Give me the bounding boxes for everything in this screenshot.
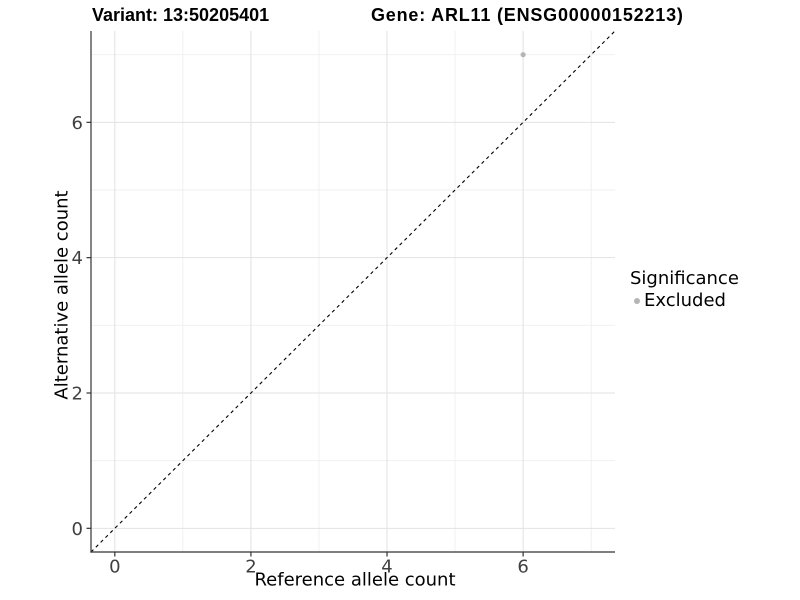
y-tick-label: 6 <box>72 113 83 134</box>
legend-item-label: Excluded <box>644 290 726 311</box>
legend: Significance Excluded <box>628 268 739 311</box>
x-axis-title: Reference allele count <box>254 569 456 591</box>
variant-title: Variant: 13:50205401 <box>92 5 270 25</box>
y-tick-label: 0 <box>72 519 83 540</box>
identity-line <box>90 30 616 553</box>
legend-point-icon <box>634 297 640 304</box>
gene-title: Gene: ARL11 (ENSG00000152213) <box>371 5 684 25</box>
y-tick-label: 2 <box>72 383 83 404</box>
y-tick-label: 4 <box>72 248 83 269</box>
x-tick-label: 4 <box>381 557 392 578</box>
x-tick-label: 2 <box>245 557 256 578</box>
x-tick-label: 6 <box>517 557 528 578</box>
x-tick-label: 0 <box>109 557 120 578</box>
legend-item: Excluded <box>628 290 739 311</box>
y-axis-title: Alternative allele count <box>51 190 73 400</box>
legend-title: Significance <box>630 268 739 289</box>
data-point <box>520 52 526 58</box>
legend-items: Excluded <box>628 290 739 311</box>
